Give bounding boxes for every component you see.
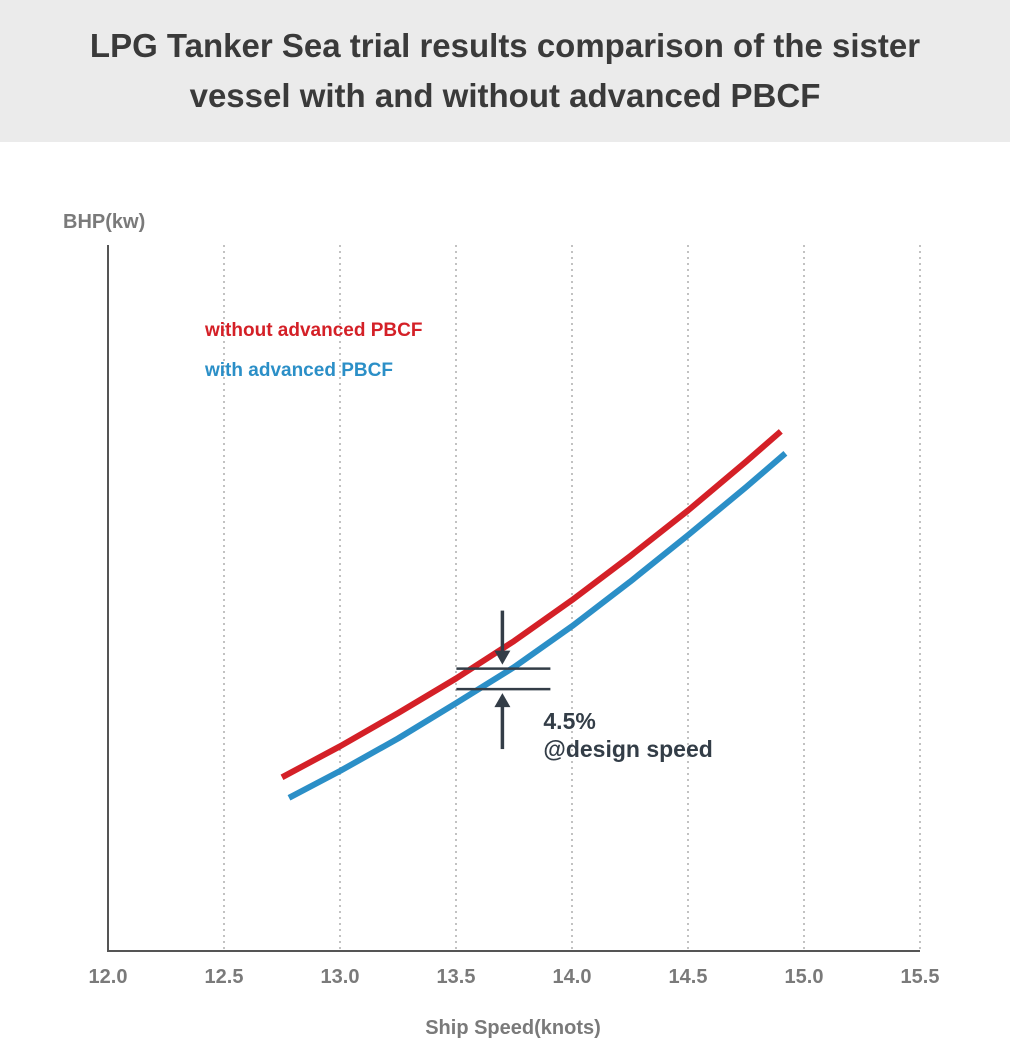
x-axis-label: Ship Speed(knots) <box>425 1017 601 1039</box>
series-line-with-pbcf <box>287 451 788 801</box>
annotation-design-speed: @design speed <box>543 736 712 762</box>
grid-lines <box>223 245 921 951</box>
axes <box>107 245 920 952</box>
legend: without advanced PBCF with advanced PBCF <box>204 320 422 381</box>
title-banner: LPG Tanker Sea trial results comparison … <box>0 0 1010 142</box>
design-speed-annotation: 4.5%@design speed <box>456 610 713 762</box>
x-tick-label-15.0: 15.0 <box>785 966 824 988</box>
legend-label-with: with advanced PBCF <box>204 360 393 381</box>
x-tick-label-14.0: 14.0 <box>553 966 592 988</box>
x-tick-label-12.5: 12.5 <box>205 966 244 988</box>
x-tick-label-13.0: 13.0 <box>321 966 360 988</box>
legend-label-without: without advanced PBCF <box>204 320 422 341</box>
x-tick-label-14.5: 14.5 <box>669 966 708 988</box>
chart-title: LPG Tanker Sea trial results comparison … <box>89 27 921 114</box>
down-arrow-head-icon <box>494 650 511 665</box>
data-series <box>280 429 788 801</box>
up-arrow-head-icon <box>494 693 511 708</box>
x-tick-label-15.5: 15.5 <box>901 966 940 988</box>
y-axis-label: BHP(kw) <box>63 211 145 233</box>
series-line-without-pbcf <box>280 429 783 780</box>
bhp-speed-chart: 12.0 12.5 13.0 13.5 14.0 14.5 15.0 15.5 4.5%@de… <box>63 211 940 1039</box>
chart-area: 12.0 12.5 13.0 13.5 14.0 14.5 15.0 15.5 4.5% @de… <box>0 142 1010 1052</box>
x-tick-label-12.0: 12.0 <box>89 966 128 988</box>
x-tick-labels: 12.0 12.5 13.0 13.5 14.0 14.5 15.0 15.5 <box>89 966 940 988</box>
x-tick-label-13.5: 13.5 <box>437 966 476 988</box>
annotation-percentage: 4.5% <box>543 708 595 734</box>
